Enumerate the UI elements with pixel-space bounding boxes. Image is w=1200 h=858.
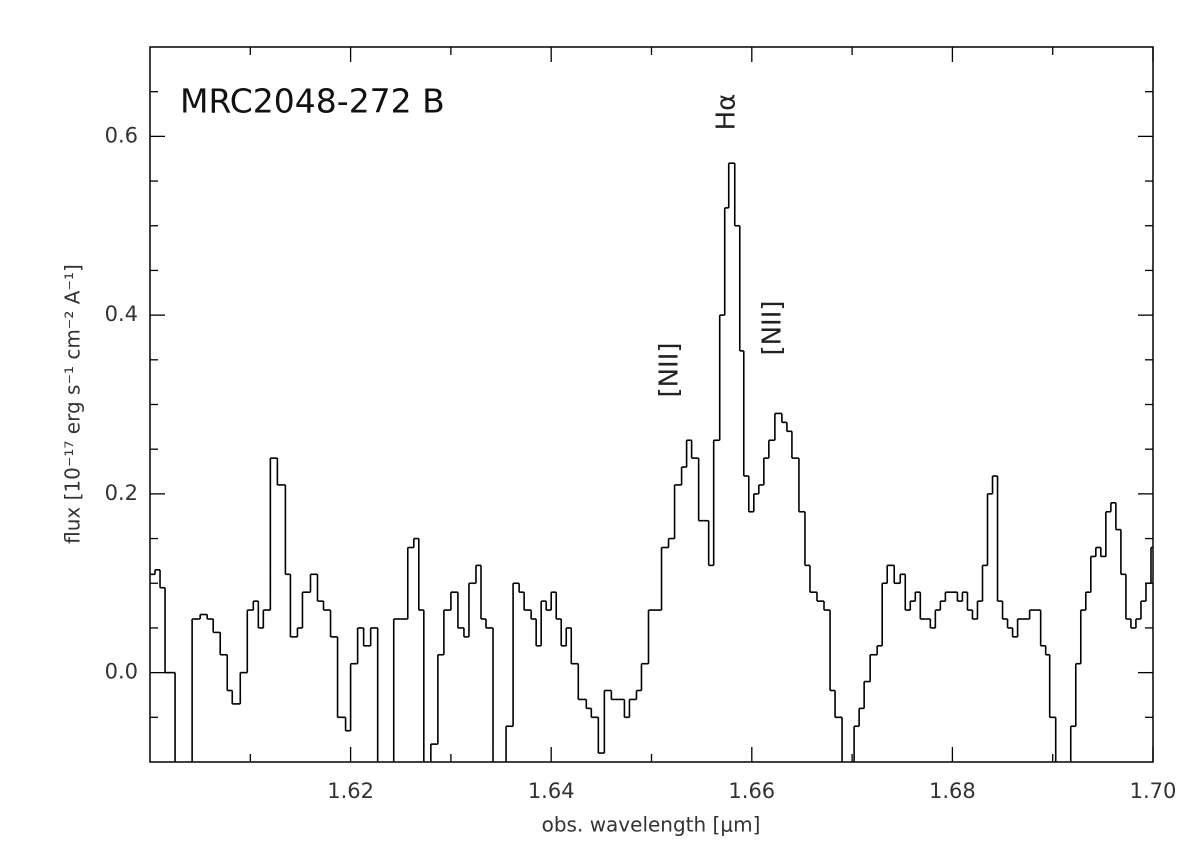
x-tick-label: 1.68: [929, 779, 976, 803]
x-axis-label: obs. wavelength [μm]: [542, 813, 761, 837]
x-tick-label: 1.62: [327, 779, 374, 803]
y-axis-label: flux [10⁻¹⁷ erg s⁻¹ cm⁻² A⁻¹]: [61, 264, 85, 544]
line-annotation: [NII]: [758, 300, 788, 355]
y-tick-label: 0.2: [105, 481, 138, 505]
y-tick-label: 0.4: [105, 302, 138, 326]
y-tick-label: 0.0: [105, 660, 138, 684]
line-annotation: Hα: [712, 94, 742, 131]
line-annotation: [NII]: [655, 342, 685, 397]
plot-frame: [149, 46, 1154, 763]
plot-area: [150, 162, 1153, 762]
x-tick-label: 1.66: [728, 779, 775, 803]
y-tick-label: 0.6: [105, 123, 138, 147]
x-tick-label: 1.64: [528, 779, 575, 803]
step-riser: [154, 163, 1152, 762]
x-tick-label: 1.70: [1130, 779, 1177, 803]
chart-title: MRC2048-272 B: [180, 82, 445, 121]
